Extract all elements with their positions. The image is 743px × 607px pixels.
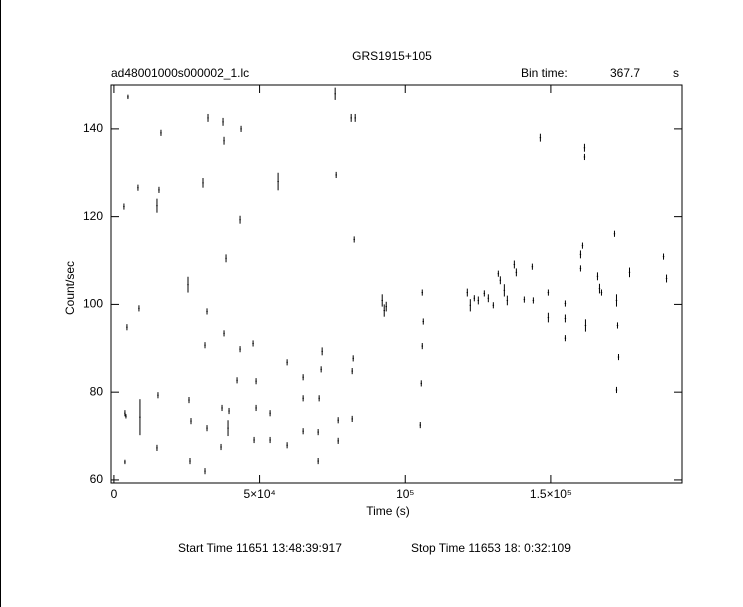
x-tick-label: 5×10⁴ xyxy=(243,487,275,501)
y-tick-label: 140 xyxy=(83,121,103,135)
bin-time-unit: s xyxy=(673,66,679,80)
bin-time-label: Bin time: xyxy=(521,66,568,80)
x-axis-label: Time (s) xyxy=(366,504,410,518)
y-tick-label: 60 xyxy=(90,472,104,486)
y-tick-label: 120 xyxy=(83,209,103,223)
start-time: Start Time 11651 13:48:39:917 xyxy=(178,541,342,555)
chart-title: GRS1915+105 xyxy=(352,49,432,63)
plot-frame xyxy=(110,84,683,484)
x-tick-label: 0 xyxy=(111,487,118,501)
x-tick-label: 1.5×10⁵ xyxy=(530,487,572,501)
y-tick-label: 80 xyxy=(90,384,104,398)
subtitle: ad48001000s000002_1.lc xyxy=(111,66,249,80)
x-tick-label: 10⁵ xyxy=(396,487,414,501)
y-axis-label: Count/sec xyxy=(63,261,77,315)
y-tick-label: 100 xyxy=(83,297,103,311)
stop-time: Stop Time 11653 18: 0:32:109 xyxy=(411,541,571,555)
bin-time: 367.7 xyxy=(610,66,640,80)
